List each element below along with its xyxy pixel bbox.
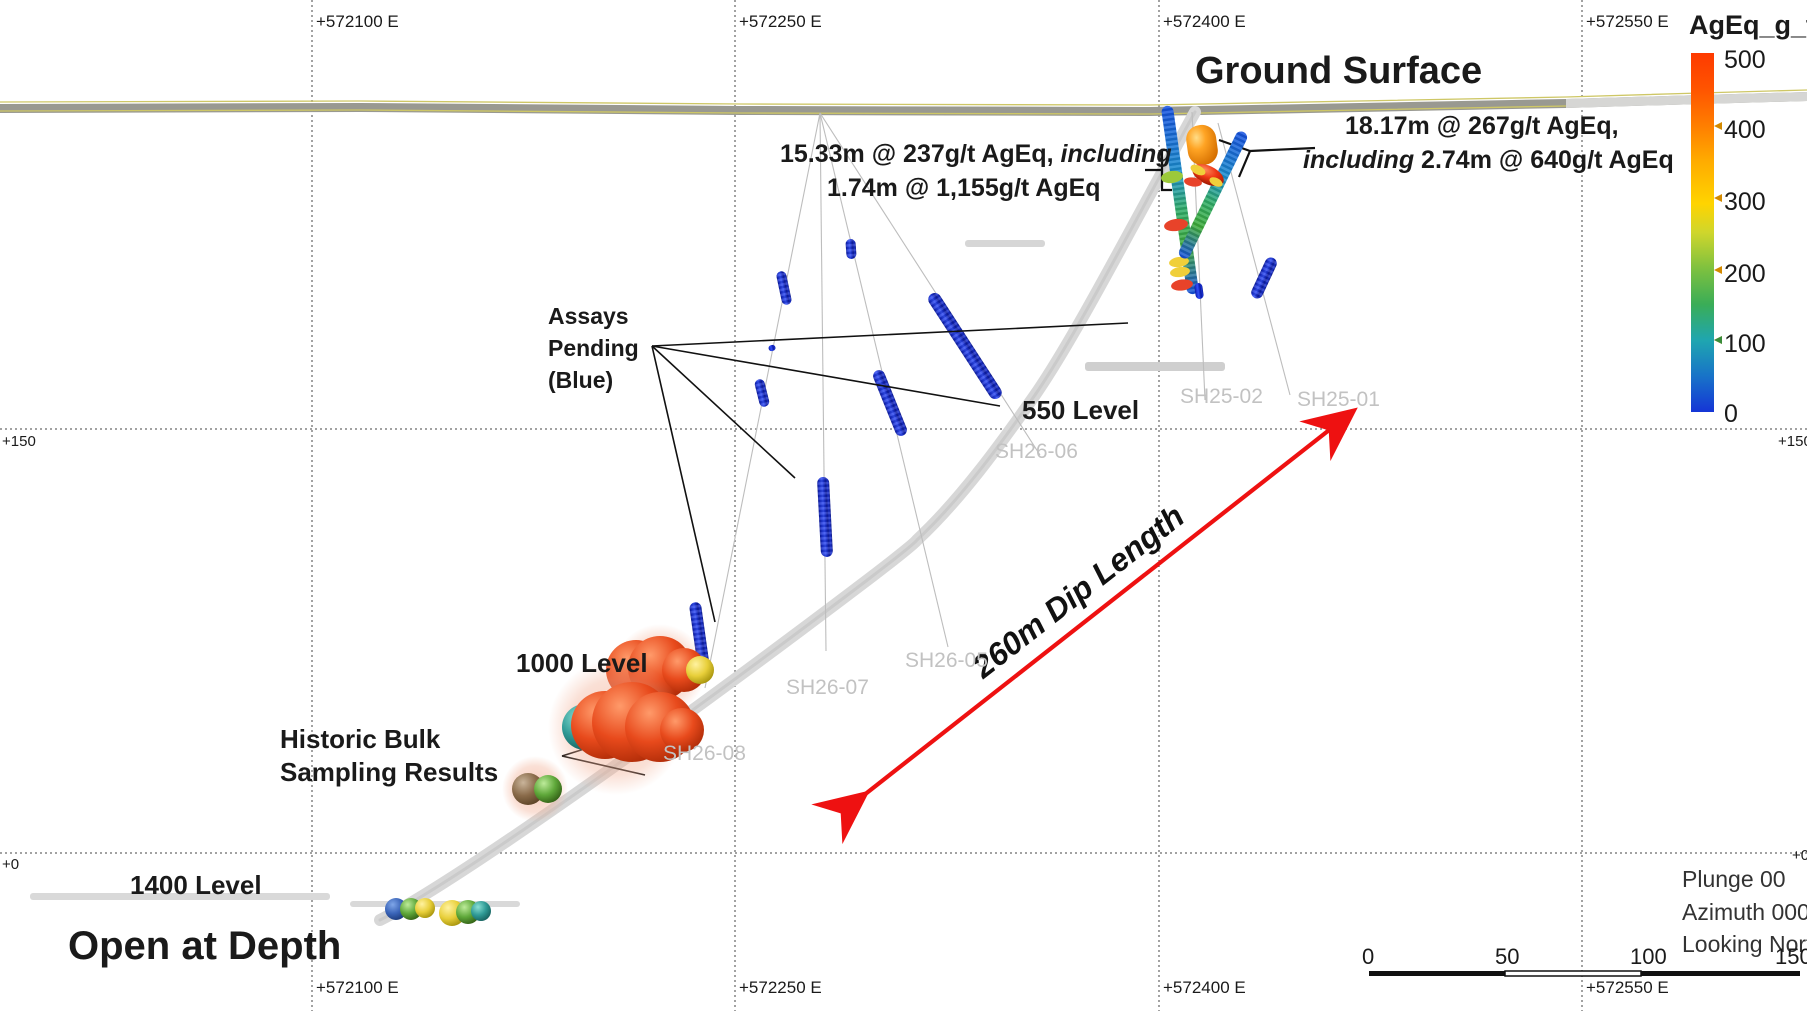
svg-text:260m Dip Length: 260m Dip Length — [965, 498, 1191, 686]
